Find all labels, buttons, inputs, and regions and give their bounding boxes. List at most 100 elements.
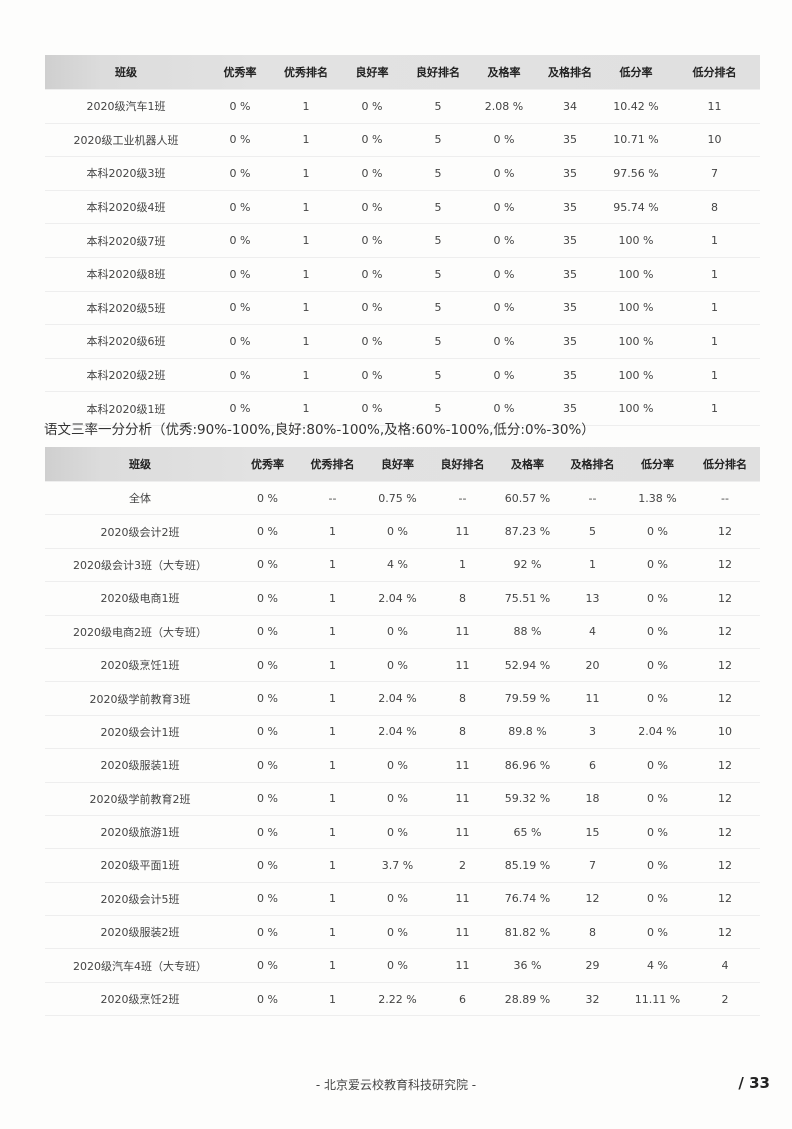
header-cell: 优秀排名 bbox=[284, 66, 328, 79]
table-row: 本科2020级1班 0 % 1 0 % 5 0 % 35 100 % 1 bbox=[45, 392, 760, 426]
table-cell: 0 % bbox=[493, 368, 515, 382]
table-cell: 85.19 % bbox=[504, 858, 551, 872]
header-cell: 低分率 bbox=[619, 66, 653, 79]
table-cell: 0 % bbox=[257, 792, 278, 806]
table-cell: 8 bbox=[459, 725, 466, 739]
table-cell: 76.74 % bbox=[504, 892, 551, 906]
table-cell: 35 bbox=[563, 200, 577, 214]
table-cell: 12 bbox=[718, 758, 732, 772]
table-cell: 1 bbox=[302, 133, 310, 147]
table-cell: 1 bbox=[711, 267, 718, 281]
table-cell: 全体 bbox=[129, 492, 151, 506]
table-cell: 12 bbox=[718, 825, 732, 839]
table-cell: 0 % bbox=[361, 402, 383, 416]
table-cell: 0 % bbox=[361, 368, 383, 382]
table-cell: 0 % bbox=[361, 334, 383, 348]
table-cell: 0 % bbox=[257, 658, 278, 672]
table-cell: 34 bbox=[563, 99, 577, 113]
header-cell: 良好率 bbox=[355, 66, 389, 79]
table-cell: 0 % bbox=[229, 166, 251, 180]
table-cell: 5 bbox=[434, 334, 442, 348]
table-cell: 32 bbox=[585, 992, 600, 1006]
table-cell: 1 bbox=[711, 301, 718, 315]
table-cell: 15 bbox=[585, 825, 600, 839]
score-table-1: 班级 优秀率 优秀排名 良好率 良好排名 及格率 及格排名 低分率 低分排名 2020级汽车1班 0… bbox=[45, 55, 760, 426]
table-cell: 2020级学前教育3班 bbox=[89, 692, 191, 706]
table-cell: 1 bbox=[329, 925, 336, 939]
table-cell: 0 % bbox=[257, 892, 278, 906]
header-cell: 低分率 bbox=[641, 458, 674, 471]
table-cell: 2.04 % bbox=[378, 692, 417, 706]
table-cell: 5 bbox=[434, 368, 442, 382]
table-cell: 11.11 % bbox=[634, 992, 681, 1006]
table-cell: 0 % bbox=[647, 925, 668, 939]
table-cell: 0 % bbox=[229, 200, 251, 214]
table-cell: 0 % bbox=[387, 625, 408, 639]
table-cell: 1 bbox=[459, 558, 466, 572]
table-cell: 1 bbox=[329, 625, 336, 639]
table-cell: 本科2020级1班 bbox=[86, 402, 166, 416]
table-cell: 36 % bbox=[513, 959, 542, 973]
table-cell: 2020级电商1班 bbox=[100, 592, 180, 606]
table-cell: 2 bbox=[459, 858, 466, 872]
table-cell: 2020级学前教育2班 bbox=[89, 792, 191, 806]
header-cell: 及格率 bbox=[511, 458, 544, 471]
table-cell: 2 bbox=[721, 992, 729, 1006]
table-cell: 1 bbox=[711, 334, 718, 348]
table-cell: 11 bbox=[707, 99, 722, 113]
table-row: 2020级烹饪1班 0 % 1 0 % 11 52.94 % 20 0 % 12 bbox=[45, 649, 760, 683]
table-cell: 86.96 % bbox=[504, 758, 551, 772]
table-cell: 0 % bbox=[361, 99, 383, 113]
table-cell: 0 % bbox=[647, 625, 668, 639]
table-cell: 本科2020级3班 bbox=[86, 167, 166, 181]
table-cell: 2.22 % bbox=[378, 992, 417, 1006]
table-cell: 0 % bbox=[647, 692, 668, 706]
table-row: 2020级会计2班 0 % 1 0 % 11 87.23 % 5 0 % 12 bbox=[45, 515, 760, 549]
table-cell: 0 % bbox=[647, 858, 668, 872]
header-cell: 低分排名 bbox=[703, 458, 747, 471]
table-row: 本科2020级6班 0 % 1 0 % 5 0 % 35 100 % 1 bbox=[45, 325, 760, 359]
table-cell: 0 % bbox=[493, 234, 515, 248]
table-cell: 0 % bbox=[647, 758, 668, 772]
table-cell: 0 % bbox=[387, 525, 408, 539]
table-cell: 1 bbox=[302, 99, 310, 113]
table-cell: 60.57 % bbox=[504, 491, 551, 505]
table-cell: 3.7 % bbox=[381, 858, 414, 872]
header-cell: 及格排名 bbox=[570, 458, 615, 471]
table-cell: 2020级会计1班 bbox=[100, 725, 180, 739]
table-cell: 11 bbox=[455, 825, 470, 839]
table-row: 2020级会计5班 0 % 1 0 % 11 76.74 % 12 0 % 12 bbox=[45, 883, 760, 917]
table-cell: 1 bbox=[302, 402, 310, 416]
header-cell: 及格排名 bbox=[548, 66, 592, 79]
table-cell: 本科2020级2班 bbox=[86, 369, 166, 383]
header-cell: 及格率 bbox=[487, 66, 521, 79]
table-cell: 12 bbox=[718, 591, 732, 605]
table-cell: 1 bbox=[302, 368, 310, 382]
table-cell: 12 bbox=[718, 892, 732, 906]
table-cell: 0 % bbox=[229, 267, 251, 281]
table-cell: -- bbox=[458, 491, 467, 505]
table-cell: 4 % bbox=[647, 959, 668, 973]
table-cell: 100 % bbox=[618, 334, 654, 348]
table-cell: 0 % bbox=[647, 525, 668, 539]
table-cell: 11 bbox=[455, 625, 470, 639]
table-cell: 12 bbox=[718, 558, 732, 572]
table-cell: 0 % bbox=[361, 267, 383, 281]
table-cell: 6 bbox=[459, 992, 466, 1006]
table-cell: 59.32 % bbox=[504, 792, 551, 806]
table-cell: 0 % bbox=[387, 959, 408, 973]
table-cell: 2020级电商2班（大专班） bbox=[73, 625, 207, 639]
table-cell: 0 % bbox=[229, 133, 251, 147]
table-cell: 12 bbox=[718, 792, 732, 806]
table-cell: 11 bbox=[455, 525, 470, 539]
table-row: 2020级学前教育2班 0 % 1 0 % 11 59.32 % 18 0 % 12 bbox=[45, 783, 760, 816]
table-cell: 18 bbox=[585, 792, 600, 806]
table-row: 本科2020级8班 0 % 1 0 % 5 0 % 35 100 % 1 bbox=[45, 258, 760, 292]
table-cell: 0 % bbox=[647, 792, 668, 806]
table-cell: 8 bbox=[711, 200, 718, 214]
table-cell: 本科2020级8班 bbox=[86, 268, 166, 282]
table-cell: 11 bbox=[455, 892, 470, 906]
table-cell: 0 % bbox=[257, 558, 278, 572]
table-cell: 2020级服装1班 bbox=[100, 759, 180, 773]
table-cell: 0 % bbox=[387, 825, 408, 839]
